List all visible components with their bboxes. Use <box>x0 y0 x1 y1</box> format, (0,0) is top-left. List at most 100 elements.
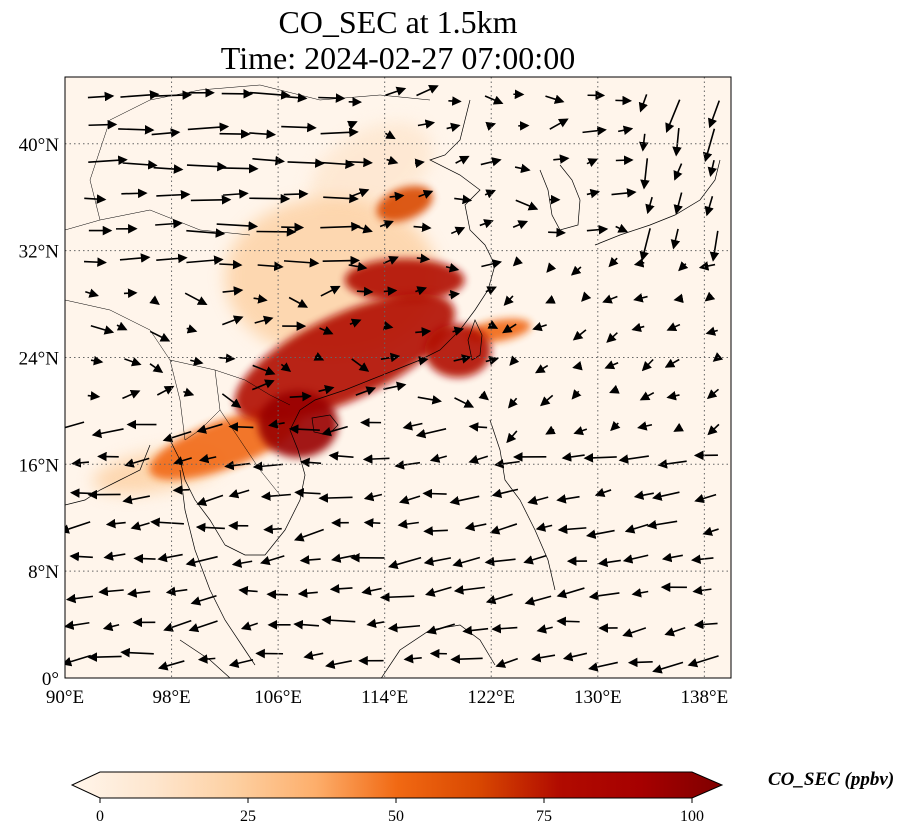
wind-arrow <box>90 355 104 366</box>
wind-arrow <box>260 555 285 566</box>
wind-arrow <box>268 419 285 429</box>
wind-arrow <box>124 457 150 468</box>
wind-arrow <box>231 558 253 568</box>
wind-arrow <box>673 422 685 432</box>
wind-arrow <box>216 221 259 231</box>
wind-arrow <box>69 488 92 498</box>
wind-arrow <box>448 96 462 106</box>
wind-arrow <box>303 650 324 661</box>
wind-arrow <box>673 293 684 304</box>
wind-arrow <box>88 155 128 166</box>
philippines-coastline <box>489 419 556 591</box>
wind-arrow <box>704 291 716 302</box>
wind-arrow <box>445 263 460 273</box>
map-frame <box>64 76 732 679</box>
wind-arrow <box>196 494 224 506</box>
wind-arrow <box>545 294 556 304</box>
wind-arrow <box>417 395 442 405</box>
wind-arrow <box>186 161 227 172</box>
wind-arrow <box>454 194 473 205</box>
wind-arrow <box>485 121 497 131</box>
wind-arrow <box>352 224 373 234</box>
wind-arrow <box>416 253 431 264</box>
wind-arrow <box>120 647 154 658</box>
wind-arrow <box>615 155 634 166</box>
wind-arrow <box>398 495 421 505</box>
wind-arrow <box>65 421 85 433</box>
wind-arrow <box>494 458 520 469</box>
wind-arrow <box>556 494 580 504</box>
wind-arrow <box>69 551 93 562</box>
wind-arrow <box>65 521 91 534</box>
wind-arrow <box>154 90 193 100</box>
wind-arrow <box>562 652 588 662</box>
concentration-north-china-patch <box>376 185 433 222</box>
wind-arrow <box>249 90 291 100</box>
wind-arrow <box>694 493 717 504</box>
wind-arrow <box>293 528 324 542</box>
wind-arrow <box>222 189 249 199</box>
wind-arrow <box>320 285 341 297</box>
wind-arrow <box>416 85 439 97</box>
wind-arrow <box>572 361 583 371</box>
wind-arrow <box>571 389 582 400</box>
wind-arrow <box>84 194 107 204</box>
wind-arrow <box>661 552 683 563</box>
wind-arrow <box>186 255 224 265</box>
wind-arrow <box>198 453 217 464</box>
wind-arrow <box>422 488 447 499</box>
wind-arrow <box>624 523 649 534</box>
wind-arrow <box>355 386 377 396</box>
wind-arrow <box>462 625 489 636</box>
concentration-taiwan-strait <box>424 324 492 378</box>
colorbar-tick-label: 50 <box>388 808 404 825</box>
wind-arrow <box>664 627 686 637</box>
wind-arrow <box>415 428 447 439</box>
wind-arrow <box>611 188 637 198</box>
wind-arrow <box>639 391 655 401</box>
wind-arrow <box>585 529 615 539</box>
wind-arrow <box>102 621 120 632</box>
wind-arrow <box>712 352 724 362</box>
wind-arrow <box>606 332 618 343</box>
wind-arrow <box>707 100 721 129</box>
wind-arrow <box>328 451 354 461</box>
colorbar: 0 25 50 75 100 <box>70 771 724 825</box>
gridlines <box>65 77 731 678</box>
wind-arrow <box>594 487 612 497</box>
wind-arrow <box>514 163 531 174</box>
lon-tick-label: 130°E <box>574 687 622 708</box>
wind-arrow <box>85 288 99 298</box>
wind-arrow <box>252 364 276 376</box>
wind-arrow <box>454 397 475 408</box>
wind-arrow <box>609 384 620 394</box>
wind-arrow <box>415 327 432 337</box>
wind-arrow <box>119 253 151 263</box>
wind-arrow <box>149 295 160 305</box>
wind-arrow <box>221 393 242 409</box>
concentration-yangtze-cluster <box>344 258 465 302</box>
wind-arrow <box>556 587 585 599</box>
wind-arrow <box>383 381 407 392</box>
wind-arrow <box>485 593 513 605</box>
wind-arrow <box>452 556 481 568</box>
wind-arrow <box>349 188 370 198</box>
wind-arrow <box>402 421 423 431</box>
wind-arrow <box>383 286 398 296</box>
wind-arrow <box>88 119 118 130</box>
wind-arrow <box>418 189 434 199</box>
wind-arrow <box>98 586 124 597</box>
wind-arrow <box>572 329 587 341</box>
wind-arrow <box>260 491 291 501</box>
wind-arrow <box>149 330 171 342</box>
lat-axis: 0° 8°N 16°N 24°N 32°N 40°N <box>19 135 60 690</box>
lat-tick-label: 32°N <box>19 242 60 263</box>
wind-arrow <box>65 654 92 667</box>
wind-arrow <box>151 128 181 138</box>
lat-tick-label: 40°N <box>19 135 60 156</box>
wind-arrow <box>195 522 225 533</box>
wind-arrow <box>448 289 460 300</box>
wind-arrow <box>509 355 520 366</box>
wind-arrow <box>228 489 250 499</box>
